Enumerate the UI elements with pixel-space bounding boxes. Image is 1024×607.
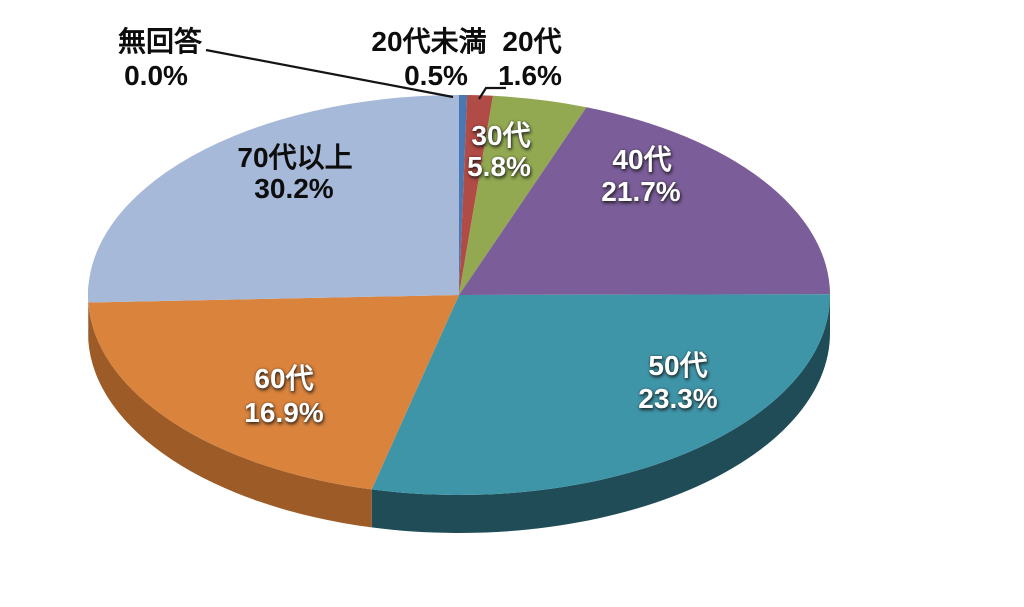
pie-slice-side-5 <box>88 302 372 528</box>
leader-line-0 <box>205 48 454 99</box>
pie-slice-4 <box>371 294 831 496</box>
pie-slice-2 <box>459 95 587 295</box>
pie-slice-3 <box>459 107 830 295</box>
pie-slice-1 <box>459 95 493 295</box>
pie-slice-side-4 <box>371 294 831 534</box>
pie-slice-5 <box>88 295 460 490</box>
leader-line-1 <box>478 86 506 100</box>
pie-slice-6 <box>88 95 459 303</box>
pie-slice-0 <box>459 94 468 296</box>
